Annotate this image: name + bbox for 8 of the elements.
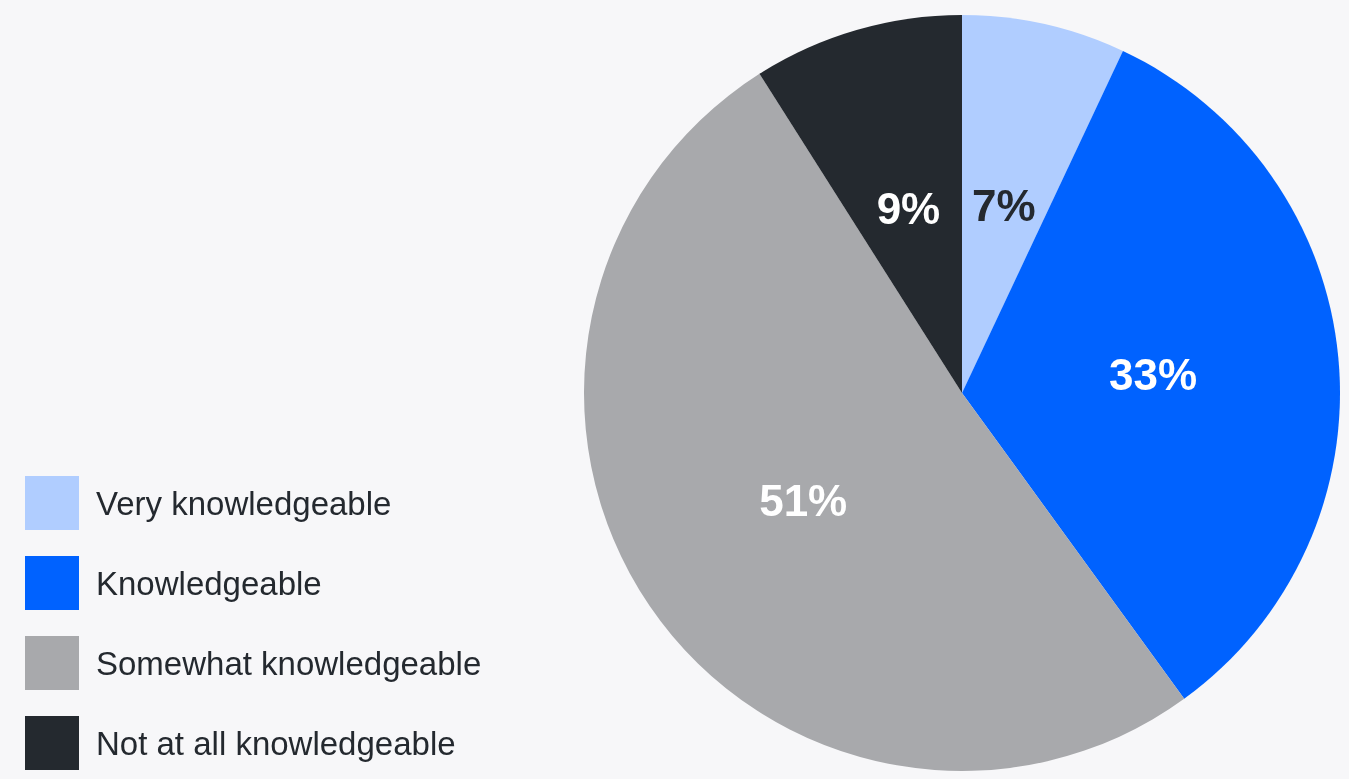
data-label: 51% [759,476,848,526]
data-label: 33% [1109,350,1198,400]
data-label: 7% [972,181,1036,231]
data-label: 9% [876,184,941,234]
legend-label: Somewhat knowledgeable [96,644,482,682]
legend-label: Knowledgeable [96,564,322,602]
legend-label: Not at all knowledgeable [96,724,456,762]
legend-label: Very knowledgeable [96,484,392,522]
